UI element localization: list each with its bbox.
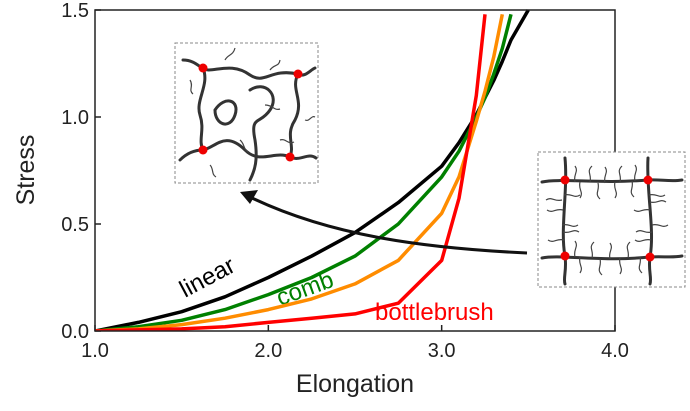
series-line — [95, 13, 505, 331]
y-tick-label: 1.5 — [61, 0, 89, 22]
x-tick-label: 4.0 — [601, 340, 629, 362]
x-tick-label: 1.0 — [81, 340, 109, 362]
x-axis-title: Elongation — [296, 370, 414, 398]
bottlebrush-network-inset — [537, 151, 686, 288]
y-tick-label: 0.5 — [61, 214, 89, 236]
x-tick-label: 2.0 — [254, 340, 282, 362]
series-line — [95, 14, 487, 331]
series-line — [95, 9, 530, 331]
x-tick-label: 3.0 — [428, 340, 456, 362]
y-axis-title: Stress — [12, 135, 40, 206]
linear-network-inset — [174, 42, 319, 184]
transition-arrow — [240, 190, 528, 255]
series-label: bottlebrush — [375, 299, 494, 326]
y-tick-label: 1.0 — [61, 107, 89, 129]
series-line — [95, 13, 513, 331]
y-tick-label: 0.0 — [61, 321, 89, 343]
